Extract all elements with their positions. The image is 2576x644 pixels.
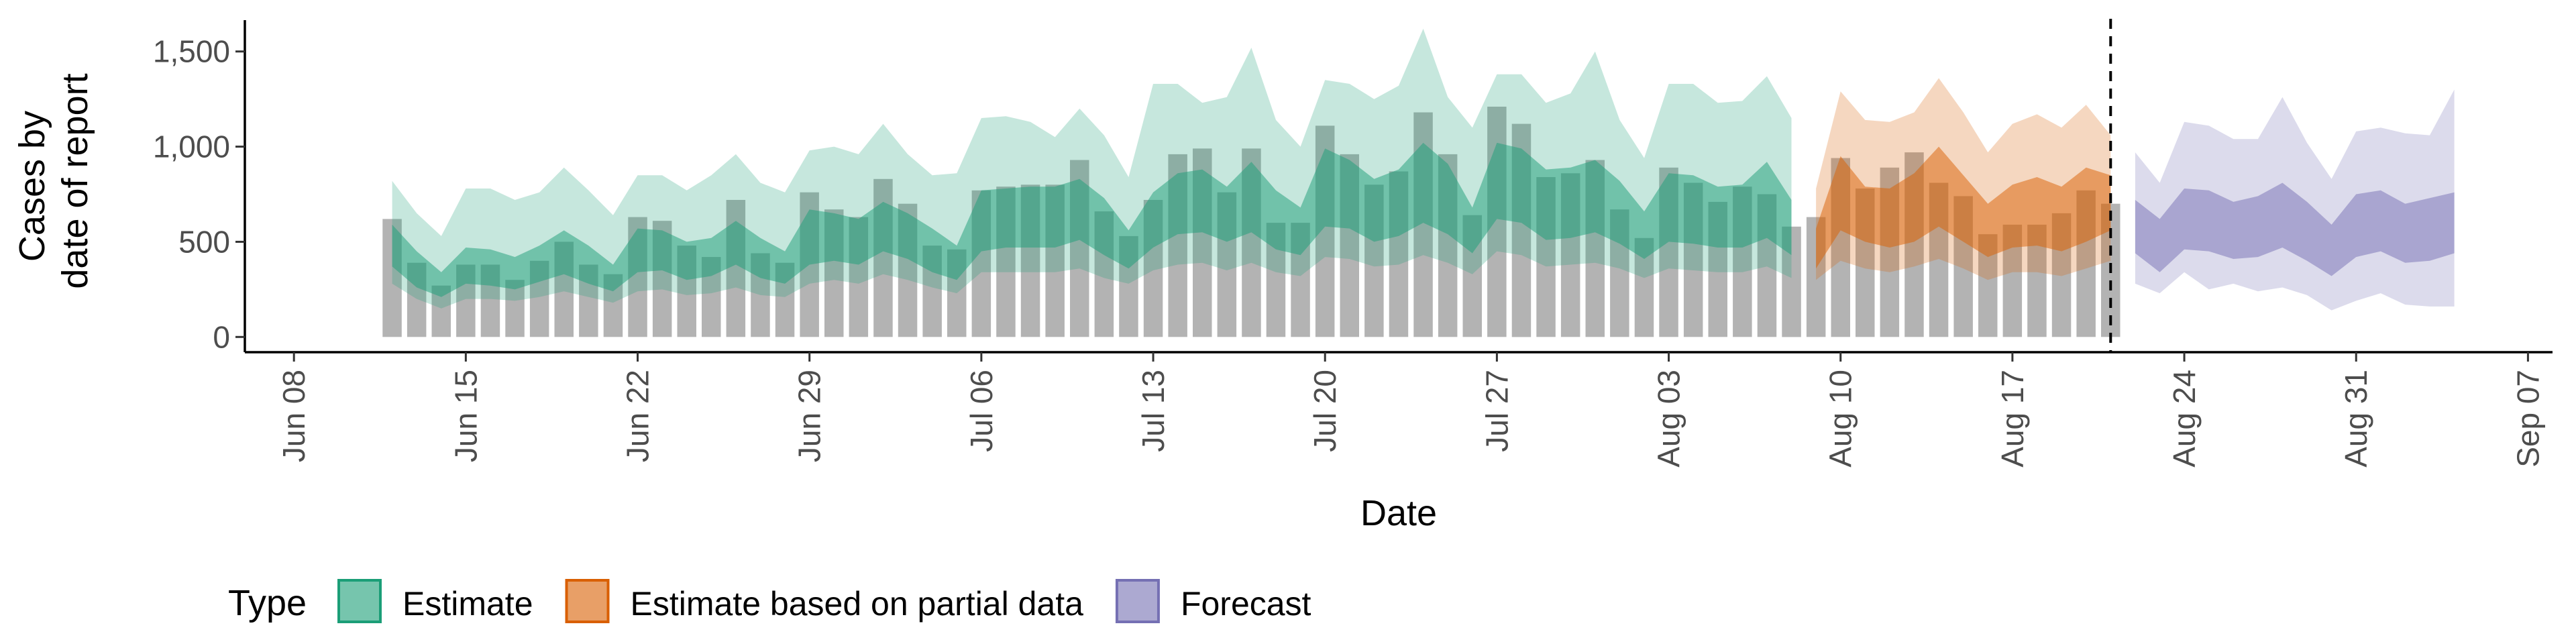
y-axis-title-line-2: date of report <box>55 73 95 288</box>
y-axis-title-line-1: Cases by <box>12 111 52 262</box>
y-tick-label: 1,000 <box>153 129 230 164</box>
legend-item: Estimate based on partial data <box>565 579 1084 623</box>
legend-item: Forecast <box>1115 579 1311 623</box>
y-tick-label: 1,500 <box>153 34 230 69</box>
legend: Type Estimate Estimate based on partial d… <box>228 579 1311 623</box>
x-axis-title: Date <box>1360 493 1437 533</box>
legend-swatch <box>565 579 610 623</box>
x-tick-label: Aug 03 <box>1652 370 1686 468</box>
x-tick-label: Jul 13 <box>1136 370 1171 452</box>
y-axis-title: Cases by date of report <box>12 73 95 288</box>
legend-item: Estimate <box>337 579 533 623</box>
x-tick-label: Jun 29 <box>792 370 827 462</box>
legend-title: Type <box>228 583 307 623</box>
x-tick-label: Jun 08 <box>276 370 311 462</box>
series-0-inner-band <box>392 142 1792 297</box>
x-tick-label: Aug 24 <box>2167 370 2202 468</box>
legend-swatch <box>1115 579 1160 623</box>
y-tick-label: 500 <box>178 224 230 259</box>
x-tick-label: Aug 10 <box>1823 370 1858 468</box>
y-tick-label: 0 <box>213 319 230 354</box>
x-tick-label: Jul 06 <box>964 370 999 452</box>
axes: 0 500 1,000 1,500 Jun 08 Jun 15 Jun 22 Jun 29 Ju… <box>153 20 2553 468</box>
x-tick-label: Sep 07 <box>2510 370 2545 468</box>
legend-label: Estimate based on partial data <box>631 585 1084 623</box>
series-1-inner-band <box>1816 146 2111 269</box>
legend-swatch <box>337 579 382 623</box>
x-tick-label: Aug 31 <box>2339 370 2373 468</box>
plot-area <box>382 19 2455 352</box>
x-tick-label: Jun 15 <box>448 370 483 462</box>
x-tick-label: Aug 17 <box>1995 370 2030 468</box>
legend-label: Estimate <box>402 585 533 623</box>
legend-label: Forecast <box>1181 585 1311 623</box>
x-tick-label: Jul 27 <box>1479 370 1514 452</box>
x-tick-label: Jul 20 <box>1307 370 1342 452</box>
series-2-inner-band <box>2135 182 2455 276</box>
x-tick-label: Jun 22 <box>621 370 655 462</box>
